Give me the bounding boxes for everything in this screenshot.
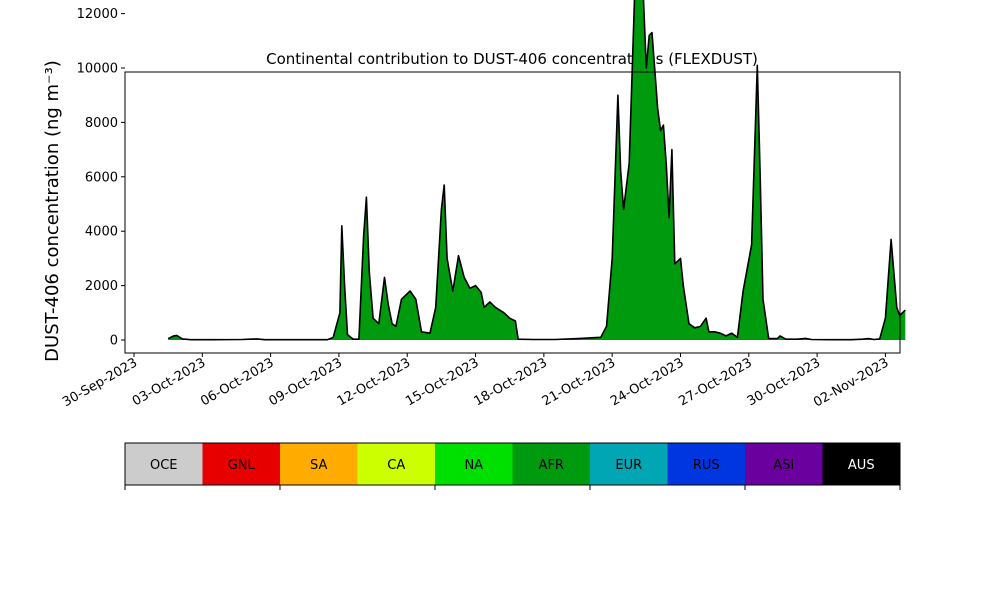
series-area-afr — [168, 0, 906, 340]
legend-swatch-asi — [745, 443, 823, 485]
legend-swatch-oce — [125, 443, 203, 485]
legend-label-rus: RUS — [693, 458, 720, 473]
y-tick-label: 6000 — [85, 170, 118, 185]
legend-swatch-afr — [512, 443, 591, 485]
y-axis-label: DUST-406 concentration (ng m⁻³) — [42, 60, 63, 362]
y-tick-label: 2000 — [85, 279, 118, 294]
legend-label-eur: EUR — [615, 458, 642, 473]
chart-title: Continental contribution to DUST-406 con… — [266, 50, 758, 68]
legend-label-aus: AUS — [848, 458, 875, 473]
legend-swatch-ca — [357, 443, 436, 485]
legend-label-sa: SA — [310, 458, 327, 473]
legend-label-oce: OCE — [150, 458, 178, 473]
y-tick-label: 12000 — [77, 7, 118, 22]
legend-label-afr: AFR — [539, 458, 564, 473]
legend-label-ca: CA — [387, 458, 405, 473]
y-tick-label: 0 — [110, 334, 118, 349]
legend-frame — [124, 442, 901, 486]
legend-swatch-aus — [822, 443, 901, 485]
y-axis: 02000400060008000100001200014000 — [77, 7, 125, 349]
y-tick-label: 10000 — [77, 62, 118, 77]
series-outline-afr — [167, 0, 906, 341]
plot-area — [124, 0, 906, 354]
legend-swatch-sa — [280, 443, 358, 485]
legend-label-na: NA — [464, 458, 483, 473]
legend-swatch-rus — [667, 443, 746, 485]
y-tick-label: 4000 — [85, 225, 118, 240]
plot-frame — [124, 71, 901, 354]
legend-swatch-na — [435, 443, 513, 485]
legend-label-asi: ASI — [773, 458, 794, 473]
y-tick-label: 8000 — [85, 116, 118, 131]
legend-swatch-eur — [590, 443, 668, 485]
legend-swatch-gnl — [202, 443, 281, 485]
legend-bar: OCE GNL SA CA NA AFR EUR RUS ASI AUS — [124, 442, 901, 490]
legend-label-gnl: GNL — [228, 458, 256, 473]
